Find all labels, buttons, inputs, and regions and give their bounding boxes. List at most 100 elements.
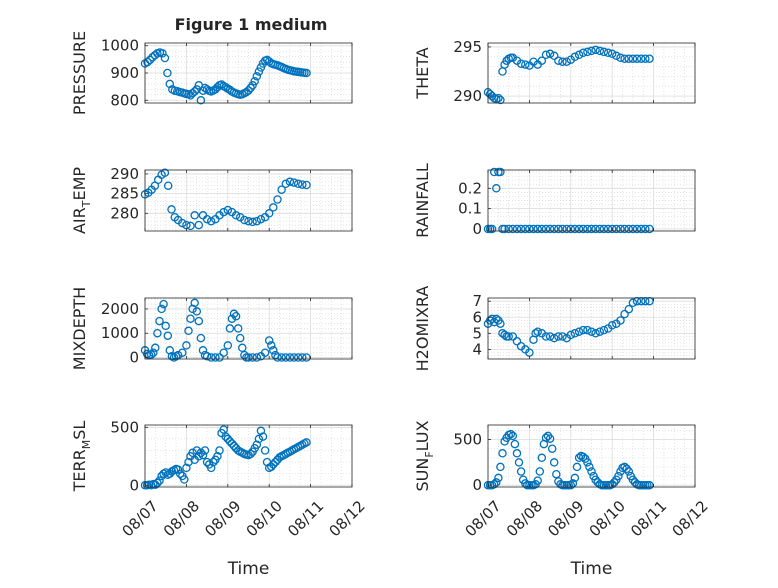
data-point [252,353,262,362]
data-point [599,224,609,234]
data-point [233,324,243,333]
data-point [620,224,629,234]
y-tick-label: 500 [110,418,139,436]
data-point [496,95,505,105]
data-point [496,319,505,328]
subplot-sun_flux: 0 500 SUNFLUX 08/0708/0808/0908/1008/1108/1… [413,420,712,579]
data-point [196,96,206,105]
data-point [194,220,204,230]
data-point [570,224,580,234]
data-point [525,224,534,234]
data-point [616,224,625,234]
data-point [587,327,596,336]
data-point [196,448,206,458]
figure-title: Figure 1 medium [175,15,328,34]
data-point [562,224,571,234]
data-point [583,325,592,335]
data-point [269,460,278,469]
data-point [587,46,596,56]
x-tick-label: 08/09 [201,497,244,540]
x-tick-label: 08/07 [461,497,504,540]
data-point [574,50,584,60]
y-tick-label: 5 [472,324,482,342]
data-point [227,439,237,448]
data-point [159,299,168,309]
x-tick-label: 08/08 [503,497,546,540]
y-tick-label: 2000 [101,300,139,318]
y-axis-label: TERRMSL [70,421,93,493]
axes-box [487,169,696,232]
data-point [213,452,222,461]
data-point [632,54,642,63]
x-tick-label: 08/11 [284,497,327,540]
data-point [258,432,268,441]
data-point [267,341,276,350]
data-point [178,218,187,228]
data-point [583,47,592,57]
data-point [521,224,530,234]
data-point [244,86,253,95]
data-point [632,224,642,234]
data-point [151,343,160,353]
axes-box [487,424,696,488]
data-series [483,296,654,357]
data-point [562,57,571,66]
data-point [512,449,522,458]
data-point [215,446,224,455]
subplot-terr_msl: 0 500 TERRMSL 08/0708/0808/0908/1008/1108/1… [70,418,369,579]
data-point [264,336,274,345]
data-point [223,341,233,350]
data-point [547,444,557,453]
data-point [624,224,634,234]
data-point [607,224,617,234]
data-point [549,458,559,467]
y-tick-label: 0 [129,476,139,494]
data-point [289,353,299,362]
data-point [510,439,520,449]
data-point [578,325,588,335]
y-tick-label: 7 [472,292,482,310]
data-point [153,478,162,488]
x-tick-label: 08/08 [160,497,203,540]
data-point [206,463,216,473]
data-point [533,327,542,336]
x-tick-label: 08/12 [325,497,368,540]
data-point [620,309,629,319]
data-point [566,480,576,490]
data-point [531,329,540,338]
data-point [264,209,274,218]
data-point [549,51,559,61]
data-point [535,467,545,476]
data-point [494,473,503,483]
data-point [545,332,555,341]
data-point [190,87,199,96]
data-series [483,429,654,490]
data-point [521,60,530,69]
y-axis-label: H2OMIXRA [413,286,432,372]
y-tick-label: 900 [110,64,139,82]
data-point [645,224,654,234]
x-tick-label: 08/10 [243,497,286,540]
data-point [277,353,286,362]
data-point [209,457,218,467]
y-tick-label: 0 [472,220,482,238]
data-point [545,434,555,443]
data-point [252,440,262,449]
data-point [514,458,524,467]
data-point [508,332,518,341]
data-point [194,316,204,326]
y-tick-label: 1000 [101,324,139,342]
data-point [200,446,210,455]
axes-box [144,297,353,360]
data-point [160,53,170,63]
data-point [248,217,257,227]
data-point [504,224,513,234]
data-point [221,432,230,441]
data-point [231,311,241,321]
data-point [545,224,555,234]
data-point [229,441,239,451]
data-point [585,462,594,472]
data-point [250,76,259,86]
data-series [140,168,311,231]
